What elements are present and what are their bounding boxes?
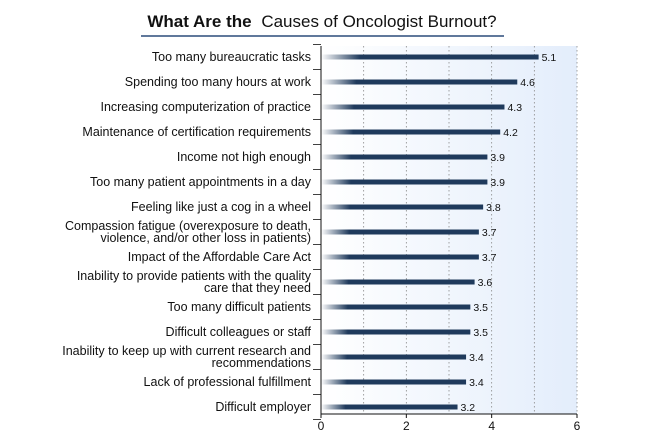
category-label: Lack of professional fulfillment bbox=[144, 375, 312, 389]
value-label: 4.3 bbox=[507, 102, 522, 114]
value-label: 5.1 bbox=[542, 52, 557, 64]
category-label: Inability to provide patients with the q… bbox=[77, 269, 312, 295]
bar bbox=[321, 329, 471, 335]
category-label: Impact of the Affordable Care Act bbox=[128, 250, 312, 264]
category-label: Feeling like just a cog in a wheel bbox=[131, 200, 311, 214]
category-label-line: Maintenance of certification requirement… bbox=[82, 125, 311, 139]
category-label-line: Income not high enough bbox=[177, 150, 311, 164]
bar bbox=[321, 404, 458, 410]
value-label: 3.5 bbox=[473, 302, 488, 314]
bar bbox=[321, 279, 475, 285]
category-label: Inability to keep up with current resear… bbox=[62, 344, 311, 370]
category-label-line: Impact of the Affordable Care Act bbox=[128, 250, 312, 264]
category-label: Too many patient appointments in a day bbox=[90, 175, 312, 189]
category-labels: Too many bureaucratic tasks Spending too … bbox=[62, 50, 311, 414]
x-tick-label: 2 bbox=[403, 419, 410, 433]
x-tick-label: 6 bbox=[574, 419, 581, 433]
category-label: Too many difficult patients bbox=[167, 300, 311, 314]
category-label-line: Lack of professional fulfillment bbox=[144, 375, 312, 389]
category-label-line: Increasing computerization of practice bbox=[100, 100, 311, 114]
value-label: 3.5 bbox=[473, 327, 488, 339]
category-label-line: Compassion fatigue (overexposure to deat… bbox=[65, 219, 311, 233]
chart-title-bold: What Are the bbox=[147, 12, 251, 31]
value-label: 3.7 bbox=[482, 252, 497, 264]
category-label-line: Inability to provide patients with the q… bbox=[77, 269, 312, 283]
category-label-line: Inability to keep up with current resear… bbox=[62, 344, 311, 358]
category-label-line: Too many bureaucratic tasks bbox=[152, 50, 311, 64]
bar bbox=[321, 54, 539, 60]
bar bbox=[321, 304, 471, 310]
bar bbox=[321, 229, 479, 235]
bar bbox=[321, 354, 467, 360]
bar bbox=[321, 254, 479, 260]
x-tick-label: 0 bbox=[318, 419, 325, 433]
value-label: 3.4 bbox=[469, 377, 484, 389]
bars bbox=[321, 54, 539, 410]
bar bbox=[321, 179, 488, 185]
category-label: Difficult employer bbox=[215, 400, 311, 414]
bar bbox=[321, 154, 488, 160]
category-label: Increasing computerization of practice bbox=[100, 100, 311, 114]
value-label: 3.6 bbox=[478, 277, 493, 289]
category-label-line: Spending too many hours at work bbox=[125, 75, 312, 89]
value-label: 3.2 bbox=[461, 402, 476, 414]
chart-title: What Are the Causes of Oncologist Burnou… bbox=[147, 12, 496, 31]
bar bbox=[321, 129, 501, 135]
category-label-line: care that they need bbox=[204, 281, 311, 295]
value-label: 4.2 bbox=[503, 127, 518, 139]
bar bbox=[321, 104, 505, 110]
value-label: 3.9 bbox=[490, 177, 505, 189]
category-label-line: violence, and/or other loss in patients) bbox=[100, 231, 311, 245]
value-label: 3.9 bbox=[490, 152, 505, 164]
category-label: Compassion fatigue (overexposure to deat… bbox=[65, 219, 311, 245]
value-label: 3.4 bbox=[469, 352, 484, 364]
category-label-line: Feeling like just a cog in a wheel bbox=[131, 200, 311, 214]
category-label-line: Difficult colleagues or staff bbox=[166, 325, 312, 339]
bar bbox=[321, 204, 484, 210]
category-label: Difficult colleagues or staff bbox=[166, 325, 312, 339]
value-label: 4.6 bbox=[520, 77, 535, 89]
value-labels: 5.1 4.6 4.3 4.2 3.9 3.9 3.8 3.7 3.7 3.6 3.5 3.5 3.4 3… bbox=[461, 52, 557, 414]
category-label-line: recommendations bbox=[212, 356, 311, 370]
category-label: Income not high enough bbox=[177, 150, 311, 164]
category-label: Maintenance of certification requirement… bbox=[82, 125, 311, 139]
category-label-line: Difficult employer bbox=[215, 400, 311, 414]
value-label: 3.8 bbox=[486, 202, 501, 214]
value-label: 3.7 bbox=[482, 227, 497, 239]
axes: 0 2 4 6 bbox=[313, 44, 581, 433]
category-label-line: Too many patient appointments in a day bbox=[90, 175, 312, 189]
category-label: Spending too many hours at work bbox=[125, 75, 312, 89]
category-label-line: Too many difficult patients bbox=[167, 300, 311, 314]
x-tick-label: 4 bbox=[488, 419, 495, 433]
chart-title-normal: Causes of Oncologist Burnout? bbox=[261, 12, 496, 31]
category-label: Too many bureaucratic tasks bbox=[152, 50, 311, 64]
bar bbox=[321, 79, 518, 85]
bar bbox=[321, 379, 467, 385]
